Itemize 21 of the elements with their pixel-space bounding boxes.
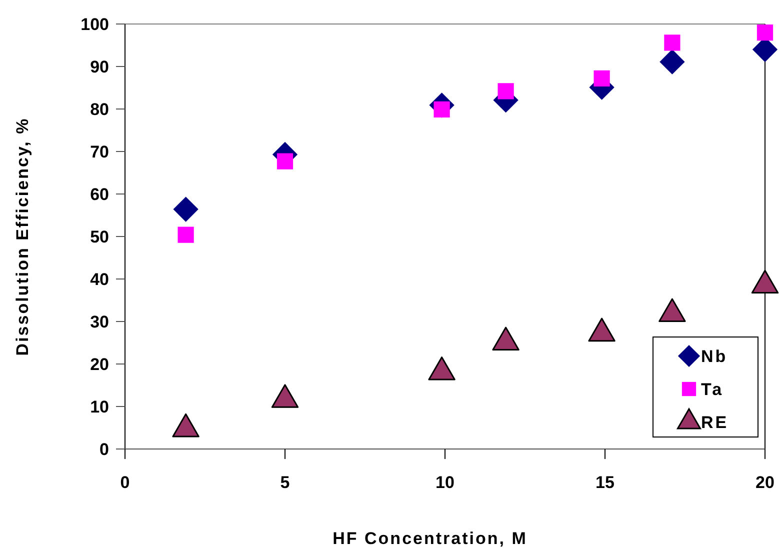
y-tick-label: 0: [100, 440, 109, 459]
y-tick-label: 60: [90, 184, 109, 204]
y-tick-label: 30: [90, 312, 109, 332]
y-tick-label: 40: [90, 270, 109, 289]
y-axis-title: Dissolution Efficiency, %: [13, 117, 32, 356]
legend-label: Nb: [701, 346, 728, 366]
x-tick-label: 15: [596, 472, 614, 492]
x-axis-title: HF Concentration, M: [332, 529, 528, 548]
legend-label: Ta: [701, 380, 724, 399]
x-tick-label: 10: [436, 472, 454, 492]
y-tick-label: 50: [90, 227, 109, 246]
y-tick-label: 10: [90, 397, 109, 416]
y-tick-label: 100: [80, 14, 109, 34]
y-tick-label: 70: [90, 142, 109, 162]
x-tick-label: 20: [756, 472, 774, 492]
y-tick-label: 20: [90, 354, 109, 374]
legend-label: RE: [701, 412, 729, 432]
y-tick-label: 90: [90, 57, 109, 76]
x-tick-label: 5: [280, 472, 290, 492]
x-tick-label: 0: [120, 472, 130, 492]
y-tick-label: 80: [90, 100, 109, 119]
